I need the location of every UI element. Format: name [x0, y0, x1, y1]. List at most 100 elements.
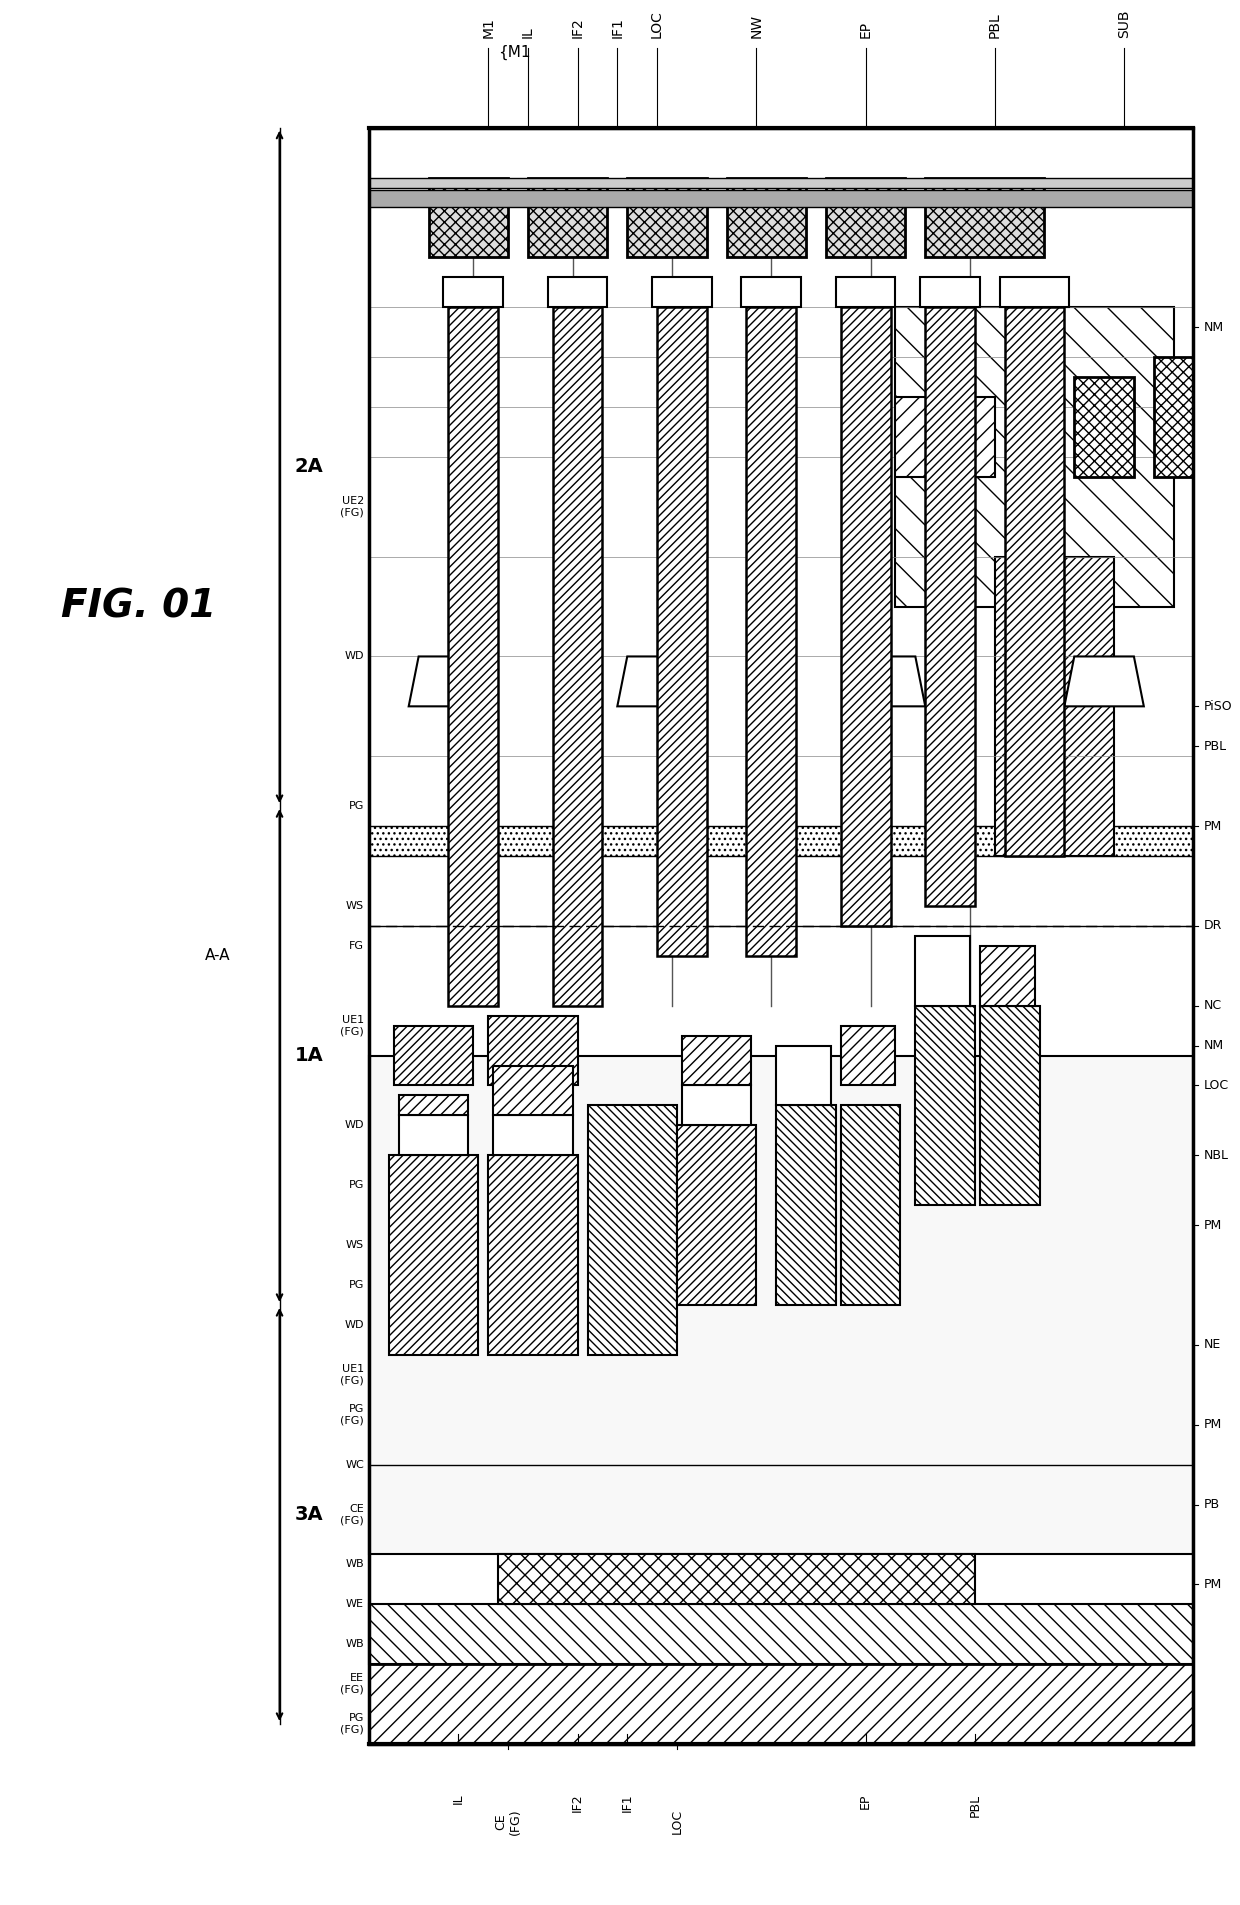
Text: SUB: SUB [1117, 10, 1131, 38]
Bar [652, 278, 712, 307]
Text: LOC: LOC [1204, 1078, 1229, 1092]
Text: PG
(FG): PG (FG) [340, 1404, 365, 1425]
Text: EP: EP [859, 1795, 872, 1810]
Text: PBL: PBL [988, 11, 1002, 38]
Text: EP: EP [858, 21, 873, 38]
Bar [370, 1055, 1193, 1554]
Text: PBL: PBL [1204, 739, 1226, 752]
Bar [489, 1015, 578, 1086]
Text: PG: PG [348, 1280, 365, 1290]
Bar [449, 307, 498, 1006]
Bar [1004, 307, 1064, 855]
Text: PM: PM [1204, 1219, 1221, 1233]
Text: FIG. 01: FIG. 01 [61, 587, 216, 625]
Text: 2A: 2A [294, 457, 324, 476]
Bar [657, 307, 707, 956]
Text: PBL: PBL [968, 1795, 981, 1817]
Bar [746, 307, 796, 956]
Text: NM: NM [1204, 1038, 1224, 1052]
Bar [588, 1105, 677, 1354]
Text: 1A: 1A [294, 1046, 324, 1065]
Text: IF1: IF1 [621, 1795, 634, 1812]
Bar [980, 945, 1034, 1006]
Bar [370, 1665, 1193, 1743]
Text: FG: FG [348, 941, 365, 951]
Text: PG: PG [348, 802, 365, 812]
Bar [776, 1105, 836, 1305]
Bar [841, 1105, 900, 1305]
Text: M1: M1 [481, 17, 495, 38]
Text: WD: WD [345, 1320, 365, 1330]
Text: {M1: {M1 [498, 46, 531, 61]
Bar [399, 1116, 469, 1154]
Text: PG: PG [348, 1181, 365, 1191]
Bar [444, 278, 503, 307]
Bar [682, 1036, 751, 1086]
Bar [915, 1006, 975, 1206]
Text: NE: NE [1204, 1339, 1220, 1351]
Bar [925, 177, 1044, 257]
Text: LOC: LOC [671, 1810, 683, 1835]
Text: LOC: LOC [650, 10, 665, 38]
Text: WC: WC [345, 1459, 365, 1469]
Bar [494, 1116, 573, 1154]
Bar [826, 177, 905, 257]
Bar [980, 1006, 1039, 1206]
Text: PB: PB [1204, 1497, 1220, 1511]
Text: 3A: 3A [294, 1505, 324, 1524]
Bar [489, 1154, 578, 1354]
Text: WS: WS [346, 1240, 365, 1250]
Text: PG
(FG): PG (FG) [340, 1713, 365, 1735]
Bar [553, 307, 603, 1006]
Text: NM: NM [1204, 320, 1224, 333]
Bar [682, 1086, 751, 1126]
Text: DR: DR [1204, 920, 1221, 932]
Bar [370, 128, 1193, 1743]
Bar [399, 1095, 469, 1116]
Polygon shape [1064, 657, 1143, 707]
Text: PiSO: PiSO [1204, 699, 1233, 712]
Bar [1074, 377, 1133, 476]
Text: WD: WD [345, 1120, 365, 1130]
Text: NC: NC [1204, 998, 1221, 1012]
Bar [394, 1025, 474, 1086]
Bar [841, 307, 890, 926]
Text: IF1: IF1 [610, 17, 624, 38]
Text: WE: WE [346, 1600, 365, 1610]
Bar [727, 177, 806, 257]
Bar [1153, 356, 1193, 476]
Bar [528, 177, 608, 257]
Bar [895, 396, 994, 476]
Text: UE1
(FG): UE1 (FG) [340, 1015, 365, 1036]
Bar [627, 177, 707, 257]
Text: WB: WB [346, 1638, 365, 1650]
Bar [742, 278, 801, 307]
Text: CE
(FG): CE (FG) [494, 1810, 522, 1835]
Text: EE
(FG): EE (FG) [340, 1673, 365, 1695]
Polygon shape [409, 657, 489, 707]
Bar [925, 307, 975, 907]
Text: WB: WB [346, 1560, 365, 1570]
Bar [895, 307, 1173, 606]
Bar [776, 1046, 831, 1105]
Bar [370, 189, 1193, 208]
Bar [370, 827, 1193, 855]
Text: A-A: A-A [205, 949, 229, 964]
Text: IF2: IF2 [572, 1795, 584, 1812]
Text: NBL: NBL [1204, 1149, 1229, 1162]
Bar [548, 278, 608, 307]
Text: WS: WS [346, 901, 365, 911]
Text: PM: PM [1204, 1577, 1221, 1591]
Bar [494, 1065, 573, 1116]
Text: CE
(FG): CE (FG) [340, 1503, 365, 1526]
Bar [498, 1554, 975, 1604]
Bar [370, 1604, 1193, 1665]
Text: UE2
(FG): UE2 (FG) [340, 495, 365, 518]
Text: IF2: IF2 [570, 17, 584, 38]
Polygon shape [618, 657, 697, 707]
Bar [920, 278, 980, 307]
Text: UE1
(FG): UE1 (FG) [340, 1364, 365, 1385]
Bar [389, 1154, 479, 1354]
Bar [370, 177, 1193, 187]
Text: IL: IL [451, 1795, 465, 1804]
